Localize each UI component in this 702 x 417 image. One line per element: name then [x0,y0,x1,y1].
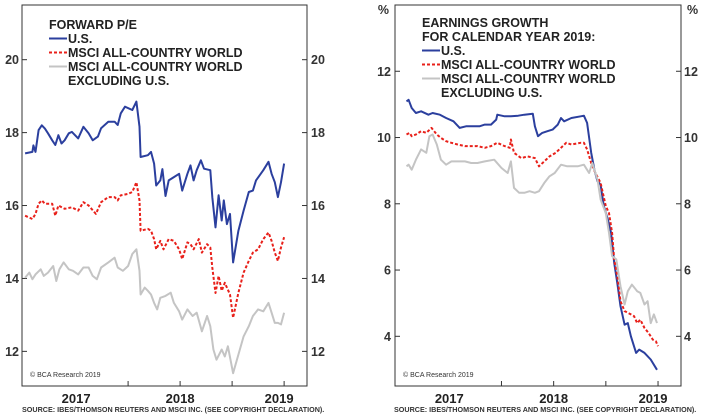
y-tick-label-left: 12 [377,65,391,79]
legend-label: MSCI ALL-COUNTRY WORLD [68,46,243,60]
x-tick-label: 2019 [265,391,294,406]
y-tick-label-left: 14 [5,272,19,286]
legend-label: U.S. [441,44,465,58]
x-tick-label: 2017 [435,391,464,406]
plot-frame [394,4,682,387]
legend-label: U.S. [68,32,92,46]
plot-frame [21,4,308,387]
y-tick-label-left: 8 [384,197,391,211]
series-line-us [405,98,658,371]
y-tick-label-left: 16 [5,199,19,213]
legend-label: MSCI ALL-COUNTRY WORLD [441,58,616,72]
y-tick-label-right: 14 [311,272,325,286]
source-note: SOURCE: IBES/THOMSON REUTERS AND MSCI IN… [394,405,696,414]
series-line-acwi-ex-us [405,133,658,325]
y-tick-label-right: 10 [684,131,698,145]
chart-title: FORWARD P/E [49,18,137,32]
y-tick-label-right: 12 [684,65,698,79]
x-tick-label: 2019 [639,391,668,406]
y-tick-label-right: 20 [311,53,325,67]
copyright-note: © BCA Research 2019 [403,371,474,379]
y-unit-label-left: % [378,3,389,17]
series-line-acwi [24,181,286,319]
x-tick-label: 2017 [62,391,91,406]
series-line-acwi-ex-us [24,248,286,375]
chart-title: EARNINGS GROWTH [422,16,548,30]
legend-label: MSCI ALL-COUNTRY WORLD [441,72,616,86]
y-tick-label-left: 12 [5,345,19,359]
x-tick-label: 2018 [166,391,195,406]
y-tick-label-left: 18 [5,126,19,140]
source-note: SOURCE: IBES/THOMSON REUTERS AND MSCI IN… [22,405,324,414]
y-unit-label-right: % [687,3,698,17]
y-tick-label-right: 6 [684,264,691,278]
y-tick-label-right: 16 [311,199,325,213]
y-tick-label-right: 8 [684,197,691,211]
legend-label: EXCLUDING U.S. [68,74,169,88]
chart-title: FOR CALENDAR YEAR 2019: [422,30,595,44]
y-tick-label-right: 4 [684,330,691,344]
y-tick-label-right: 12 [311,345,325,359]
legend-label: EXCLUDING U.S. [441,86,542,100]
y-tick-label-left: 4 [384,330,391,344]
x-tick-label: 2018 [539,391,568,406]
y-tick-label-left: 10 [377,131,391,145]
y-tick-label-right: 18 [311,126,325,140]
legend-label: MSCI ALL-COUNTRY WORLD [68,60,243,74]
y-tick-label-left: 20 [5,53,19,67]
series-line-us [24,100,286,264]
series-line-acwi [406,126,659,347]
y-tick-label-left: 6 [384,264,391,278]
copyright-note: © BCA Research 2019 [30,371,101,379]
